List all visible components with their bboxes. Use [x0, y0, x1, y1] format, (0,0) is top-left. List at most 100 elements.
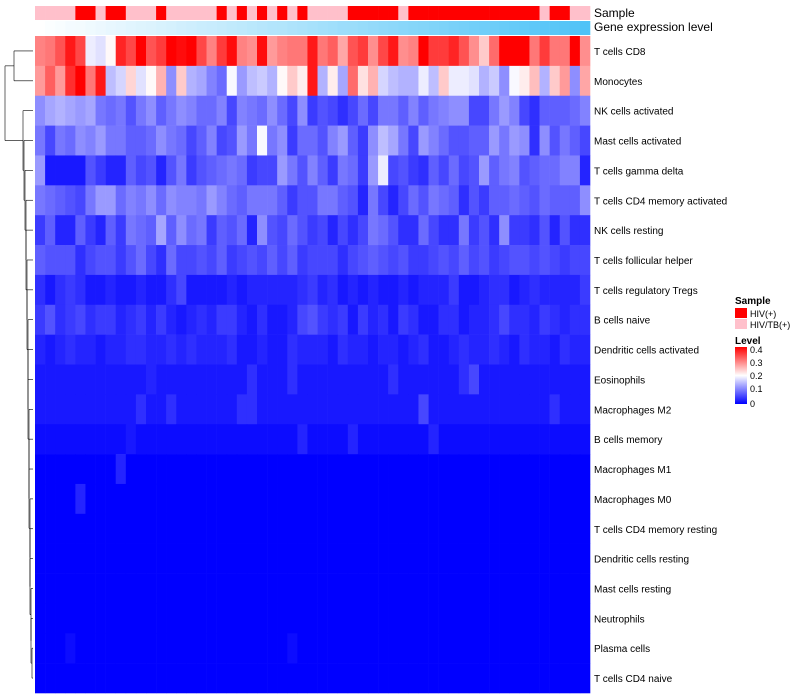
heatmap-cell [75, 424, 86, 455]
sample-track-cell [65, 6, 76, 20]
heatmap-cell [337, 394, 349, 425]
heatmap-cell [428, 65, 439, 97]
heatmap-cell [398, 274, 409, 306]
heatmap-cell [499, 663, 510, 694]
heatmap-cell [398, 633, 409, 664]
heatmap-cell [418, 483, 429, 515]
heatmap-cell [569, 245, 581, 276]
heatmap-cell [337, 483, 349, 515]
heatmap-cell [418, 155, 429, 186]
heatmap-cell [347, 245, 359, 276]
heatmap-cell [115, 394, 127, 425]
heatmap-cell [448, 95, 460, 126]
heatmap-cell [35, 334, 46, 365]
expression-track-cell [45, 21, 56, 35]
expression-track-cell [337, 21, 349, 35]
heatmap-cell [317, 334, 328, 365]
heatmap-cell [408, 155, 419, 186]
heatmap-cell [579, 424, 591, 455]
heatmap-cell [125, 603, 137, 634]
legend-label-hiv: HIV(+) [750, 309, 776, 319]
heatmap-cell [357, 483, 369, 515]
heatmap-cell [579, 65, 591, 97]
heatmap-cell [287, 603, 298, 634]
heatmap-cell [125, 155, 137, 186]
heatmap-cell [287, 95, 298, 126]
heatmap-cell [287, 36, 298, 67]
heatmap-cell [579, 364, 591, 395]
heatmap-cell [509, 185, 520, 216]
heatmap-cell [45, 454, 56, 485]
heatmap-cell [226, 155, 238, 186]
heatmap-cell [45, 245, 56, 276]
heatmap-cell [357, 334, 369, 365]
heatmap-cell [317, 483, 328, 515]
heatmap-cell [135, 394, 147, 425]
heatmap-cell [479, 543, 490, 574]
heatmap-cell [337, 573, 349, 604]
heatmap-cell [176, 513, 187, 544]
sample-track-cell [75, 6, 86, 20]
heatmap-cell [186, 633, 197, 664]
heatmap-cell [519, 334, 530, 365]
heatmap-cell [236, 245, 248, 276]
expression-track-cell [156, 21, 167, 35]
heatmap-cell [307, 304, 318, 335]
heatmap-cell [156, 155, 167, 186]
heatmap-cell [378, 543, 389, 574]
heatmap-cell [125, 65, 137, 97]
heatmap-cell [479, 483, 490, 515]
heatmap-cell [307, 274, 318, 306]
heatmap-cell [327, 543, 339, 574]
heatmap-cell [539, 513, 550, 544]
heatmap-cell [458, 394, 470, 425]
heatmap-cell [115, 155, 127, 186]
heatmap-cell [166, 364, 177, 395]
heatmap-cell [357, 543, 369, 574]
heatmap-cell [156, 245, 167, 276]
heatmap-cell [418, 394, 429, 425]
heatmap-cell [277, 364, 288, 395]
expression-track-cell [559, 21, 571, 35]
heatmap-cell [65, 245, 76, 276]
heatmap-cell [529, 394, 540, 425]
heatmap-cell [347, 215, 359, 246]
heatmap-cell [327, 334, 339, 365]
heatmap-cell [95, 633, 106, 664]
heatmap-cell [509, 215, 520, 246]
sample-track-cell [569, 6, 581, 20]
heatmap-cell [569, 155, 581, 186]
heatmap-cell [166, 483, 177, 515]
heatmap-cell [45, 274, 56, 306]
heatmap-cell [85, 274, 96, 306]
heatmap-cell [156, 65, 167, 97]
heatmap-cell [539, 245, 550, 276]
heatmap-cell [499, 155, 510, 186]
heatmap-cell [579, 155, 591, 186]
heatmap-cell [95, 304, 106, 335]
heatmap-cell [277, 603, 288, 634]
sample-track-cell [468, 6, 480, 20]
heatmap-cell [327, 483, 339, 515]
heatmap-cell [388, 394, 399, 425]
heatmap-cell [85, 95, 96, 126]
heatmap-cell [579, 274, 591, 306]
heatmap-cell [267, 364, 278, 395]
heatmap-cell [428, 454, 439, 485]
heatmap-cell [65, 125, 76, 156]
sample-track-cell [95, 6, 106, 20]
heatmap-cell [55, 125, 66, 156]
heatmap-cell [388, 364, 399, 395]
heatmap-cell [398, 95, 409, 126]
heatmap-cell [368, 215, 379, 246]
expression-track-cell [267, 21, 278, 35]
row-label: B cells memory [594, 435, 662, 446]
heatmap-cell [438, 304, 450, 335]
heatmap-cell [105, 65, 117, 97]
heatmap-cell [125, 394, 137, 425]
heatmap-cell [489, 633, 500, 664]
heatmap-cell [287, 424, 298, 455]
heatmap-cell [368, 364, 379, 395]
heatmap-cell [125, 543, 137, 574]
heatmap-cell [35, 185, 46, 216]
